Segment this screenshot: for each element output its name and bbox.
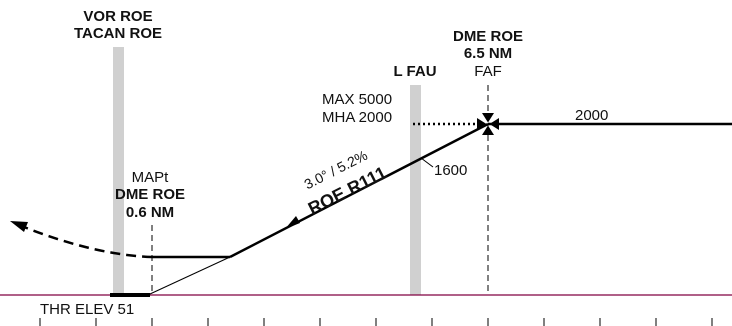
threshold-elevation-label: THR ELEV 51 <box>40 301 134 318</box>
faf-fix-symbol <box>477 113 499 135</box>
mapt-distance-label: 0.6 NM <box>126 204 174 221</box>
max-altitude-label: MAX 5000 <box>322 91 392 108</box>
missed-approach-arrowhead <box>10 221 28 232</box>
final-approach-arrowhead <box>285 216 300 229</box>
lfau-label: L FAU <box>393 63 436 80</box>
step-down-leader <box>420 157 434 168</box>
step-down-label: 1600 <box>434 162 467 179</box>
visual-descent-line <box>149 256 231 295</box>
level-2000-label: 2000 <box>575 107 608 124</box>
final-approach-path <box>229 122 489 259</box>
distance-scale <box>39 318 713 326</box>
mapt-dme-label: DME ROE <box>115 186 185 203</box>
faf-distance-label: 6.5 NM <box>464 45 512 62</box>
mapt-label: MAPt <box>132 169 170 186</box>
faf-role-label: FAF <box>474 63 502 80</box>
tacan-label: TACAN ROE <box>74 25 162 42</box>
vor-label: VOR ROE <box>83 8 152 25</box>
lfau-bar <box>410 85 421 295</box>
missed-approach-path <box>23 225 153 259</box>
faf-dme-label: DME ROE <box>453 28 523 45</box>
vor-tacan-bar <box>113 47 124 295</box>
mha-label: MHA 2000 <box>322 109 392 126</box>
